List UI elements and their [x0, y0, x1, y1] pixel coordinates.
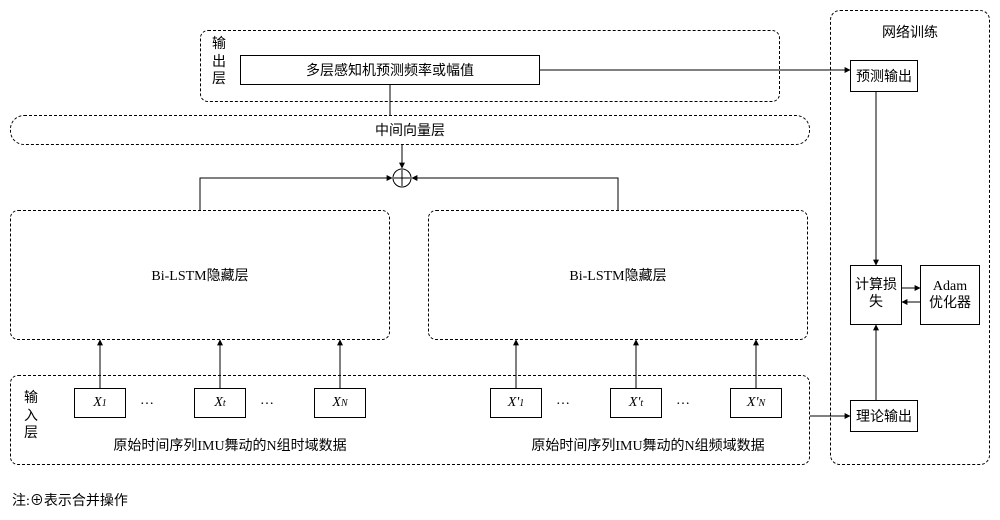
mlp-box: 多层感知机预测频率或幅值	[240, 55, 540, 85]
footnote: 注:⊕表示合并操作	[12, 490, 128, 510]
pred-out-box: 预测输出	[850, 60, 918, 92]
input-box-xn-prime: X'N	[730, 388, 782, 418]
theory-out-box: 理论输出	[850, 400, 918, 432]
ellipsis: …	[676, 393, 690, 409]
input-box-xt: Xt	[194, 388, 246, 418]
adam-optimizer-box: Adam优化器	[920, 265, 980, 325]
calc-loss-box: 计算损失	[850, 265, 902, 325]
mid-vector-layer: 中间向量层	[10, 115, 810, 145]
mid-vector-layer-label: 中间向量层	[375, 120, 445, 140]
input-box-xn: XN	[314, 388, 366, 418]
output-layer-label: 输 出 层	[210, 36, 228, 89]
output-layer-label-text: 输	[212, 36, 226, 54]
ellipsis: …	[556, 393, 570, 409]
input-box-xt-prime: X't	[610, 388, 662, 418]
bilstm-right-box: Bi-LSTM隐藏层	[428, 210, 808, 340]
bilstm-left-label: Bi-LSTM隐藏层	[151, 265, 248, 285]
input-box-x1-prime: X'1	[490, 388, 542, 418]
ellipsis: …	[140, 393, 154, 409]
bilstm-left-box: Bi-LSTM隐藏层	[10, 210, 390, 340]
input-layer-label: 输 入 层	[22, 390, 40, 443]
training-panel-title: 网络训练	[870, 22, 950, 42]
input-box-x1: X1	[74, 388, 126, 418]
bilstm-right-label: Bi-LSTM隐藏层	[569, 265, 666, 285]
time-domain-caption: 原始时间序列IMU舞动的N组时域数据	[70, 435, 390, 455]
freq-domain-caption: 原始时间序列IMU舞动的N组频域数据	[488, 435, 808, 455]
ellipsis: …	[260, 393, 274, 409]
mlp-box-label: 多层感知机预测频率或幅值	[306, 60, 474, 80]
oplus-merge-icon	[393, 169, 411, 187]
